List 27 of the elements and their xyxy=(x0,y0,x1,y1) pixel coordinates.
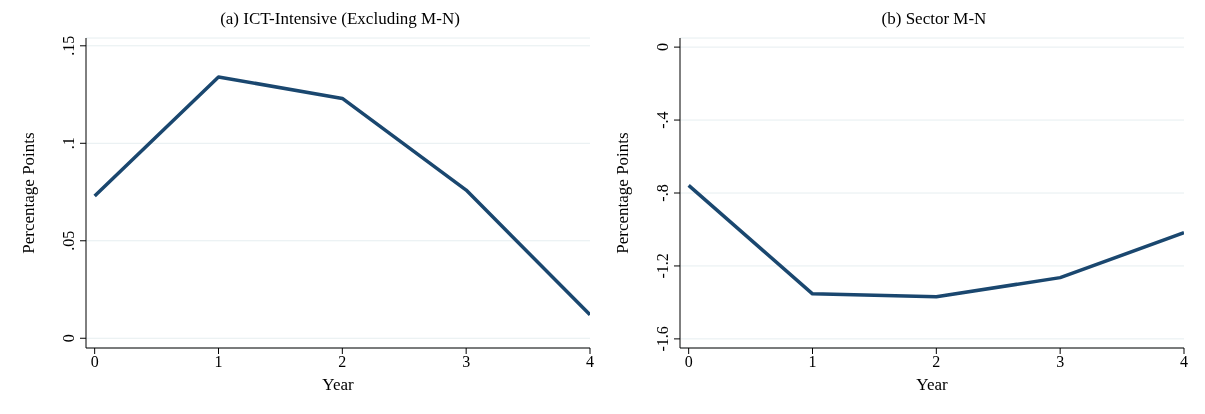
x-tick-label: 2 xyxy=(338,353,347,371)
line-series xyxy=(92,75,590,317)
x-tick-label: 2 xyxy=(932,353,941,371)
y-tick-label: -.8 xyxy=(654,184,671,202)
y-tick-label: -1.6 xyxy=(654,326,671,352)
x-tick-label: 3 xyxy=(462,353,471,371)
y-tick-label: .05 xyxy=(60,230,77,251)
x-tick-label: 0 xyxy=(684,353,693,371)
x-tick-label: 1 xyxy=(214,353,223,371)
y-tick-label: -.4 xyxy=(654,111,671,129)
x-tick-label: 3 xyxy=(1056,353,1065,371)
y-tick-label: -1.2 xyxy=(654,253,671,279)
x-axis-title: Year xyxy=(916,375,948,394)
y-tick-label: .1 xyxy=(60,137,77,150)
y-tick-label: 0 xyxy=(60,334,77,343)
chart-title: (b) Sector M-N xyxy=(880,8,988,30)
x-tick-label: 1 xyxy=(808,353,817,371)
y-tick-label: 0 xyxy=(654,43,671,52)
x-axis-title: Year xyxy=(322,375,354,394)
x-tick-label: 4 xyxy=(1180,353,1188,371)
y-tick-label: .15 xyxy=(60,35,77,56)
x-tick-label: 4 xyxy=(586,353,594,371)
line-series xyxy=(686,183,1184,299)
x-tick-label: 0 xyxy=(90,353,99,371)
y-axis-title: Percentage Points xyxy=(19,132,39,254)
y-axis-title: Percentage Points xyxy=(613,132,633,254)
chart-title: (a) ICT-Intensive (Excluding M-N) xyxy=(219,8,461,30)
